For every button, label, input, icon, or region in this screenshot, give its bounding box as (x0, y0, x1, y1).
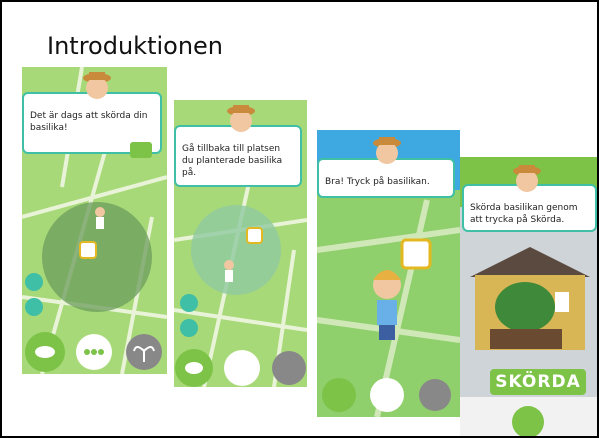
phone-screen: Skörda basilikan genom att trycka på Skö… (460, 157, 599, 438)
bubble-text: Det är dags att skörda din basilika! (30, 111, 148, 133)
slide-title: Introduktionen (47, 32, 223, 60)
harvest-button[interactable]: SKÖRDA (490, 369, 586, 395)
speech-bubble: Gå tillbaka till platsen du planterade b… (174, 125, 302, 187)
bubble-text: Bra! Tryck på basilikan. (325, 177, 430, 187)
next-button[interactable] (130, 142, 152, 158)
farmer-avatar (512, 162, 542, 194)
phone-screen: Bra! Tryck på basilikan. (317, 130, 460, 417)
bubble-text: Skörda basilikan genom att trycka på Skö… (470, 203, 578, 225)
farmer-avatar (372, 134, 402, 166)
phone-screen: Gå tillbaka till platsen du planterade b… (174, 100, 307, 387)
slide: Introduktionen Det är dags att skörda di… (0, 0, 599, 438)
phone-screen: Det är dags att skörda din basilika! (22, 67, 167, 374)
bubble-text: Gå tillbaka till platsen du planterade b… (182, 144, 282, 178)
farmer-avatar (226, 102, 256, 134)
farmer-avatar (82, 69, 112, 101)
